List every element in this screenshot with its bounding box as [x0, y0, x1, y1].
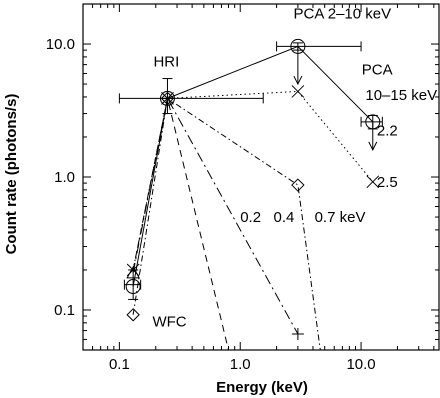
- y-tick-label: 1.0: [54, 169, 75, 186]
- annotation-label: 0.7 keV: [315, 209, 366, 226]
- x-axis-label: Energy (keV): [216, 379, 308, 396]
- annotation-label: 10–15 keV: [365, 87, 437, 104]
- plus-marker: [292, 328, 304, 340]
- diamond-marker: [292, 179, 304, 191]
- x-tick-label: 1.0: [230, 356, 251, 373]
- y-tick-label: 10.0: [46, 36, 75, 53]
- annotation-label: 0.4: [274, 209, 295, 226]
- y-tick-label: 0.1: [54, 302, 75, 319]
- series-line: [133, 98, 228, 350]
- plot-area: 0.1 1.0 10.0 0.1 1.0 10.0 PCA 2–10 keV PCA 10–15…: [46, 4, 439, 373]
- annotation-label: PCA 2–10 keV: [294, 6, 392, 23]
- annotation-label: WFC: [152, 314, 186, 331]
- annotation-label: 2.5: [377, 174, 398, 191]
- annotation-label: HRI: [153, 53, 179, 70]
- annotation-label: 0.2: [240, 209, 261, 226]
- series-line: [133, 91, 373, 270]
- y-axis-label: Count rate (photons/s): [3, 94, 20, 255]
- x-tick-label: 10.0: [346, 356, 375, 373]
- series-line: [133, 46, 373, 286]
- x-tick-label: 0.1: [109, 356, 130, 373]
- annotation-label: PCA: [362, 61, 393, 78]
- annotation-label: 2.2: [377, 123, 398, 140]
- cross-marker: [292, 85, 304, 97]
